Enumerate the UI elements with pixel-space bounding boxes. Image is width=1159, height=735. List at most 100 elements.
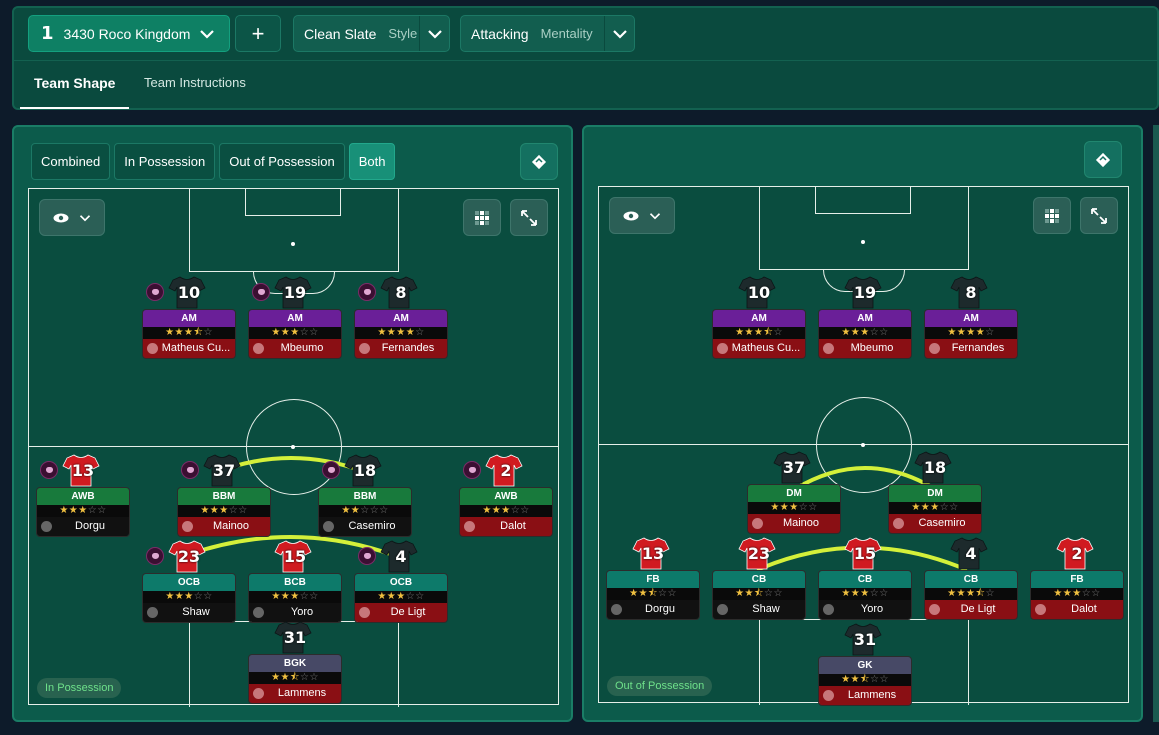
player-role-card: AM ★★★☆☆ Mbeumo bbox=[818, 309, 912, 359]
player-role-card: CB ★★⯪☆☆ Shaw bbox=[712, 570, 806, 620]
player-card[interactable]: 31 GK ★★⯪☆☆ Lammens bbox=[818, 623, 912, 706]
player-card[interactable]: 10 AM ★★★⯪☆ Matheus Cu... bbox=[142, 276, 236, 359]
tactic-diamond-icon[interactable] bbox=[520, 143, 558, 180]
tab-team-shape[interactable]: Team Shape bbox=[19, 75, 130, 109]
tab-team-instructions[interactable]: Team Instructions bbox=[144, 75, 246, 90]
role-rating-stars: ★★★⯪☆ bbox=[143, 327, 235, 339]
player-card[interactable]: 18 BBM ★★☆☆☆ Casemiro bbox=[318, 454, 412, 537]
view-mode-combined[interactable]: Combined bbox=[31, 143, 111, 180]
view-mode-both[interactable]: Both bbox=[348, 143, 396, 180]
grid-icon[interactable] bbox=[463, 199, 501, 236]
player-card[interactable]: 13 FB ★★⯪☆☆ Dorgu bbox=[606, 537, 700, 620]
role-rating-stars: ★★★☆☆ bbox=[249, 327, 341, 339]
player-card[interactable]: 31 BGK ★★⯪☆☆ Lammens bbox=[248, 621, 342, 704]
player-name: Mainoo bbox=[782, 517, 820, 529]
view-mode-in-possession[interactable]: In Possession bbox=[114, 143, 216, 180]
shirt-icon bbox=[62, 454, 100, 487]
role-rating-stars: ★★★☆☆ bbox=[37, 505, 129, 517]
player-role: BBM bbox=[178, 488, 270, 505]
visibility-toggle[interactable] bbox=[39, 199, 105, 236]
player-role-card: BGK ★★⯪☆☆ Lammens bbox=[248, 654, 342, 704]
player-header: 2 bbox=[459, 454, 553, 487]
formation-name: 3430 Roco Kingdom bbox=[63, 25, 191, 42]
expand-icon[interactable] bbox=[510, 199, 548, 236]
mentality-label: Mentality bbox=[540, 26, 593, 41]
avatar bbox=[611, 604, 622, 615]
player-card[interactable]: 23 CB ★★⯪☆☆ Shaw bbox=[712, 537, 806, 620]
player-role: OCB bbox=[355, 574, 447, 591]
avatar bbox=[359, 607, 370, 618]
shirt-icon bbox=[380, 276, 418, 309]
player-card[interactable]: 8 AM ★★★★☆ Fernandes bbox=[924, 276, 1018, 359]
view-mode-out-of-possession[interactable]: Out of Possession bbox=[219, 143, 345, 180]
player-header: 15 bbox=[818, 537, 912, 570]
avatar bbox=[929, 343, 940, 354]
role-rating-stars: ★★★★☆ bbox=[925, 327, 1017, 339]
player-name-row: Dorgu bbox=[37, 517, 129, 536]
shirt-icon bbox=[344, 454, 382, 487]
player-trait-icon bbox=[322, 461, 340, 479]
player-trait-icon bbox=[252, 283, 270, 301]
player-card[interactable]: 18 DM ★★★☆☆ Casemiro bbox=[888, 451, 982, 534]
pitch-in-possession: 10 AM ★★★⯪☆ Matheus Cu... 19 AM ★★★☆☆ Mbeumo 8 AM… bbox=[28, 188, 559, 707]
player-card[interactable]: 13 AWB ★★★☆☆ Dorgu bbox=[36, 454, 130, 537]
player-name: De Ligt bbox=[390, 606, 426, 618]
player-name-row: Lammens bbox=[819, 686, 911, 705]
player-card[interactable]: 37 BBM ★★★☆☆ Mainoo bbox=[177, 454, 271, 537]
player-number: 2 bbox=[1071, 544, 1083, 563]
role-rating-stars: ★★★⯪☆ bbox=[713, 327, 805, 339]
out-of-possession-panel: 10 AM ★★★⯪☆ Matheus Cu... 19 AM ★★★☆☆ Mbeumo 8 AM… bbox=[582, 125, 1143, 722]
player-card[interactable]: 2 FB ★★★☆☆ Dalot bbox=[1030, 537, 1124, 620]
scrollbar[interactable] bbox=[1153, 125, 1159, 722]
player-role-card: AM ★★★⯪☆ Matheus Cu... bbox=[142, 309, 236, 359]
player-card[interactable]: 23 OCB ★★★☆☆ Shaw bbox=[142, 540, 236, 623]
role-rating-stars: ★★★☆☆ bbox=[355, 591, 447, 603]
player-card[interactable]: 2 AWB ★★★☆☆ Dalot bbox=[459, 454, 553, 537]
player-card[interactable]: 19 AM ★★★☆☆ Mbeumo bbox=[248, 276, 342, 359]
shirt-icon bbox=[274, 621, 312, 654]
player-role: CB bbox=[925, 571, 1017, 588]
player-name-row: Yoro bbox=[249, 603, 341, 622]
player-role-card: CB ★★★☆☆ Yoro bbox=[818, 570, 912, 620]
chevron-down-icon[interactable] bbox=[184, 16, 229, 51]
shirt-icon bbox=[773, 451, 811, 484]
player-card[interactable]: 15 BCB ★★★☆☆ Yoro bbox=[248, 540, 342, 623]
player-role: FB bbox=[1031, 571, 1123, 588]
chevron-down-icon[interactable] bbox=[604, 16, 634, 51]
player-number: 13 bbox=[71, 461, 95, 480]
view-mode-selector: Combined In Possession Out of Possession… bbox=[31, 143, 396, 180]
mentality-value: Attacking bbox=[471, 25, 529, 42]
player-role-card: BBM ★★★☆☆ Mainoo bbox=[177, 487, 271, 537]
player-card[interactable]: 10 AM ★★★⯪☆ Matheus Cu... bbox=[712, 276, 806, 359]
player-trait-icon bbox=[181, 461, 199, 479]
player-header: 23 bbox=[712, 537, 806, 570]
player-number: 15 bbox=[853, 544, 877, 563]
player-name: Matheus Cu... bbox=[731, 342, 801, 354]
player-name-row: Lammens bbox=[249, 684, 341, 703]
player-card[interactable]: 4 OCB ★★★☆☆ De Ligt bbox=[354, 540, 448, 623]
tactic-diamond-icon[interactable] bbox=[1084, 141, 1122, 178]
phase-label: In Possession bbox=[37, 678, 122, 698]
player-header: 10 bbox=[712, 276, 806, 309]
visibility-toggle[interactable] bbox=[609, 197, 675, 234]
player-name: Shaw bbox=[752, 603, 780, 615]
player-card[interactable]: 8 AM ★★★★☆ Fernandes bbox=[354, 276, 448, 359]
role-rating-stars: ★★★☆☆ bbox=[819, 327, 911, 339]
mentality-select[interactable]: Attacking Mentality bbox=[460, 15, 635, 52]
player-name-row: Shaw bbox=[713, 600, 805, 619]
player-name-row: Matheus Cu... bbox=[713, 339, 805, 358]
expand-icon[interactable] bbox=[1080, 197, 1118, 234]
player-card[interactable]: 15 CB ★★★☆☆ Yoro bbox=[818, 537, 912, 620]
player-card[interactable]: 4 CB ★★★⯪☆ De Ligt bbox=[924, 537, 1018, 620]
player-card[interactable]: 19 AM ★★★☆☆ Mbeumo bbox=[818, 276, 912, 359]
chevron-down-icon[interactable] bbox=[419, 16, 449, 51]
grid-icon[interactable] bbox=[1033, 197, 1071, 234]
add-tactic-button[interactable]: + bbox=[235, 15, 281, 52]
player-name: Fernandes bbox=[381, 342, 435, 354]
formation-select[interactable]: 1 3430 Roco Kingdom bbox=[28, 15, 230, 52]
player-card[interactable]: 37 DM ★★★☆☆ Mainoo bbox=[747, 451, 841, 534]
shirt-icon bbox=[168, 540, 206, 573]
player-number: 31 bbox=[283, 628, 307, 647]
centre-circle bbox=[246, 399, 342, 495]
style-select[interactable]: Clean Slate Style bbox=[293, 15, 450, 52]
